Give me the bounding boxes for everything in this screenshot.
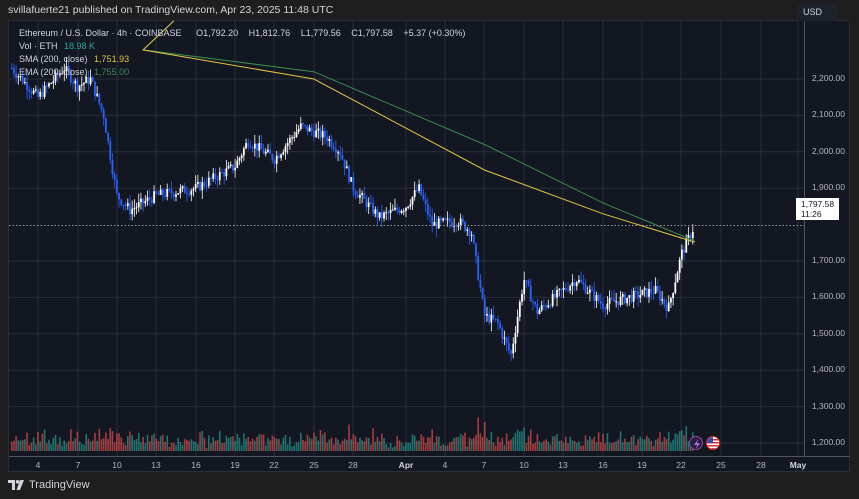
time-tick: Apr xyxy=(398,460,414,470)
time-axis[interactable]: 4 7 10 13 16 19 22 25 28 Apr 4 7 10 13 16 19 22 25 28 May xyxy=(9,456,850,472)
us-flag-economic-event-icon[interactable] xyxy=(706,436,720,450)
time-tick: 10 xyxy=(112,460,122,470)
ohlc-open: O1,792.20 xyxy=(196,28,239,38)
tradingview-logo-icon xyxy=(8,480,24,490)
published-caption: svillafuerte21 published on TradingView.… xyxy=(8,4,334,16)
chart-panel[interactable]: Ethereum / U.S. Dollar · 4h · COINBASE O… xyxy=(8,20,850,472)
price-tick: 1,400.00 xyxy=(811,364,845,375)
ohlc-close: C1,797.58 xyxy=(351,28,393,38)
ema-value: 1,755.00 xyxy=(94,67,130,77)
legend-sma-row[interactable]: SMA (200, close) 1,751.93 xyxy=(19,53,465,66)
time-tick: 4 xyxy=(442,460,448,470)
price-tick: 1,700.00 xyxy=(811,255,845,265)
time-tick: 7 xyxy=(75,460,81,470)
volume-value: 18.98 K xyxy=(64,41,96,51)
sma-value: 1,751.93 xyxy=(94,54,130,64)
time-tick: 22 xyxy=(269,460,279,470)
currency-selector[interactable]: USD xyxy=(797,3,837,21)
time-tick: 16 xyxy=(191,460,201,470)
legend-ema-row[interactable]: EMA (200, close) 1,755.00 xyxy=(19,66,465,79)
footer-brand[interactable]: TradingView xyxy=(8,479,90,491)
symbol-name[interactable]: Ethereum / U.S. Dollar · 4h · COINBASE xyxy=(19,28,182,38)
price-tick: 1,300.00 xyxy=(811,400,845,411)
legend-volume-row[interactable]: Vol · ETH 18.98 K xyxy=(19,40,465,53)
price-tick: 1,900.00 xyxy=(811,182,845,193)
time-tick: 25 xyxy=(309,460,319,470)
time-tick: 25 xyxy=(716,460,726,470)
price-plot[interactable]: Ethereum / U.S. Dollar · 4h · COINBASE O… xyxy=(9,21,804,456)
time-tick: 19 xyxy=(637,460,647,470)
legend-symbol-row: Ethereum / U.S. Dollar · 4h · COINBASE O… xyxy=(19,27,465,40)
ohlc-change: +5.37 (+0.30%) xyxy=(403,28,466,38)
price-axis[interactable]: 2,200.00 2,100.00 2,000.00 1,900.00 1,700.00… xyxy=(804,21,850,456)
time-tick: 7 xyxy=(481,460,487,470)
price-tick: 1,200.00 xyxy=(811,437,845,447)
price-tick: 2,000.00 xyxy=(811,145,845,156)
price-tick: 2,200.00 xyxy=(811,73,845,83)
candlestick-chart[interactable] xyxy=(9,21,804,456)
time-tick: 19 xyxy=(230,460,240,470)
time-tick: 13 xyxy=(558,460,568,470)
ohlc-high: H1,812.76 xyxy=(248,28,291,38)
time-tick: 28 xyxy=(756,460,766,470)
time-tick: 28 xyxy=(348,460,358,470)
time-tick: May xyxy=(789,460,807,470)
volume-label: Vol · ETH xyxy=(19,41,58,51)
price-tick: 1,600.00 xyxy=(811,291,845,302)
time-tick: 16 xyxy=(598,460,608,470)
ema-label: EMA (200, close) xyxy=(19,67,88,77)
last-price-value: 1,797.58 xyxy=(801,199,835,209)
bar-countdown: 11:26 xyxy=(801,209,822,219)
chart-legend: Ethereum / U.S. Dollar · 4h · COINBASE O… xyxy=(19,27,465,79)
lightning-event-icon[interactable] xyxy=(689,436,703,450)
price-tick: 1,500.00 xyxy=(811,327,845,338)
time-tick: 22 xyxy=(676,460,686,470)
time-tick: 13 xyxy=(151,460,161,470)
tradingview-brand-label: TradingView xyxy=(29,479,90,491)
time-tick: 4 xyxy=(35,460,41,470)
time-tick: 10 xyxy=(519,460,529,470)
last-price-label: 1,797.58 11:26 xyxy=(796,198,839,220)
ohlc-low: L1,779.56 xyxy=(300,28,341,38)
price-tick: 2,100.00 xyxy=(811,109,845,120)
sma-label: SMA (200, close) xyxy=(19,54,88,64)
